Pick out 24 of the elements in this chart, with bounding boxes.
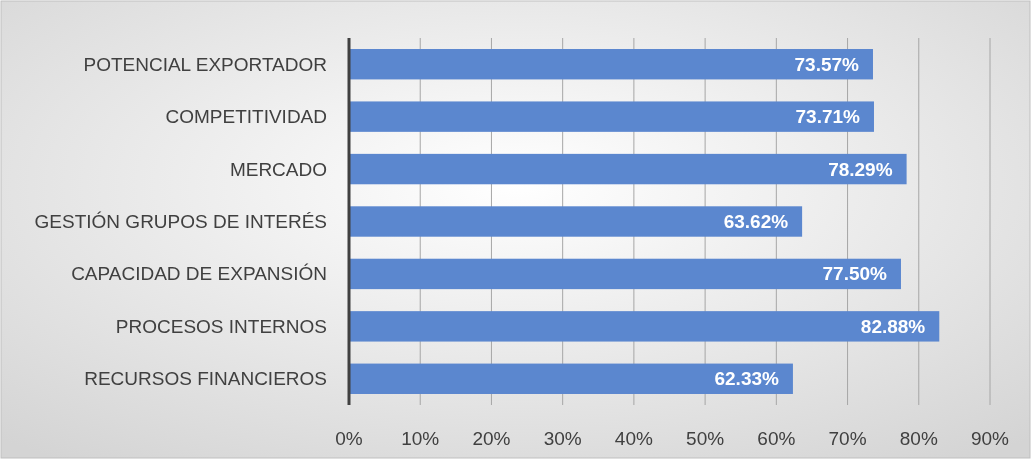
x-tick-label: 40% — [614, 427, 654, 449]
data-label: 77.50% — [822, 263, 888, 285]
x-tick-label: 30% — [543, 427, 582, 449]
x-tick-label: 90% — [970, 427, 1010, 449]
data-label: 73.57% — [794, 53, 860, 75]
y-tick-label: CAPACIDAD DE EXPANSIÓN — [71, 263, 327, 285]
y-tick-label: RECURSOS FINANCIEROS — [84, 368, 327, 390]
y-tick-label: MERCADO — [229, 158, 327, 180]
x-tick-label: 10% — [401, 427, 440, 449]
x-tick-label: 60% — [757, 427, 796, 449]
data-label: 62.33% — [714, 368, 780, 390]
x-tick-label: 70% — [828, 427, 867, 449]
y-tick-label: COMPETITIVIDAD — [165, 106, 327, 128]
x-tick-label: 80% — [899, 427, 938, 449]
y-tick-label: GESTIÓN GRUPOS DE INTERÉS — [34, 211, 327, 232]
x-tick-label: 50% — [686, 427, 725, 449]
data-label: 73.71% — [795, 106, 861, 128]
x-tick-label: 20% — [472, 427, 511, 449]
data-label: 78.29% — [828, 158, 893, 180]
data-label: 63.62% — [723, 211, 789, 232]
data-label: 82.88% — [860, 315, 926, 337]
x-tick-label: 0% — [335, 427, 363, 449]
y-tick-label: POTENCIAL EXPORTADOR — [83, 53, 327, 75]
y-tick-label: PROCESOS INTERNOS — [115, 315, 327, 337]
